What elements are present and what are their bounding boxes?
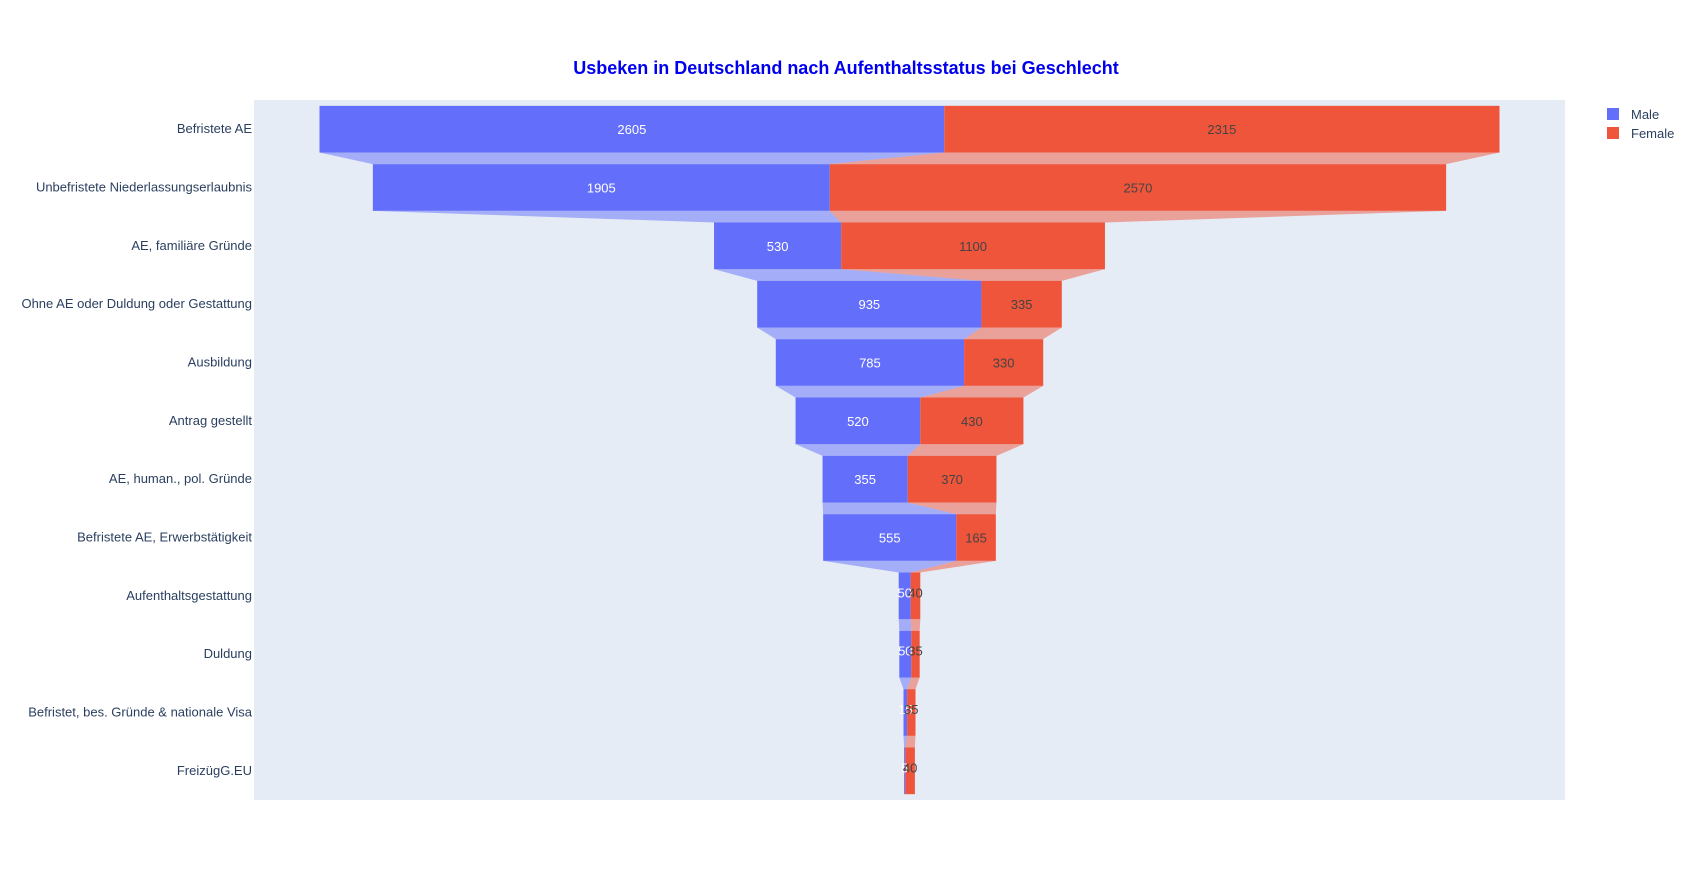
bar-label-male: 15	[898, 702, 912, 717]
bar-label-male: 5	[901, 760, 908, 775]
bar-male[interactable]	[795, 397, 921, 445]
bar-label-female: 165	[965, 530, 987, 545]
connector-male	[714, 269, 982, 281]
category-label: Befristet, bes. Gründe & nationale Visa	[28, 705, 253, 720]
bar-label-male: 2605	[617, 122, 646, 137]
connector-male	[903, 735, 908, 748]
connector-male	[899, 677, 912, 690]
connector-female	[907, 502, 997, 515]
bar-label-female: 1100	[959, 239, 987, 254]
legend-swatch[interactable]	[1607, 108, 1619, 120]
category-label: Antrag gestellt	[169, 413, 252, 428]
bar-female[interactable]	[907, 689, 916, 736]
connector-female	[905, 735, 916, 748]
connector-female	[920, 385, 1044, 398]
connector-female	[910, 560, 996, 573]
connector-female	[829, 152, 1500, 165]
bar-label-male: 50	[898, 644, 912, 659]
bar-female[interactable]	[905, 747, 915, 795]
bar-male[interactable]	[822, 455, 908, 503]
bar-label-female: 40	[908, 585, 922, 600]
connector-female	[829, 210, 1447, 223]
connector-male	[372, 210, 842, 223]
bar-label-male: 530	[767, 239, 789, 254]
bar-female[interactable]	[956, 514, 996, 561]
chart-title: Usbeken in Deutschland nach Aufenthaltss…	[573, 58, 1118, 78]
legend-swatch[interactable]	[1607, 127, 1619, 139]
bar-male[interactable]	[775, 339, 965, 386]
category-label: Ohne AE oder Duldung oder Gestattung	[21, 296, 252, 311]
category-label: Befristete AE	[177, 121, 252, 136]
category-label: Befristete AE, Erwerbstätigkeit	[77, 530, 252, 545]
bar-label-male: 785	[859, 355, 881, 370]
bar-label-female: 335	[1011, 297, 1033, 312]
funnel-bars	[319, 105, 1500, 795]
bar-value-labels: 2605 2315 1905 2570 530 1100 935 335 785 330 520 43…	[587, 122, 1237, 775]
bar-male[interactable]	[823, 514, 957, 561]
legend[interactable]: Male Female	[1607, 107, 1674, 141]
connector-male	[775, 385, 965, 398]
category-label: Duldung	[204, 646, 252, 661]
bar-male[interactable]	[319, 105, 945, 153]
bar-female[interactable]	[964, 339, 1044, 386]
connector-male	[823, 560, 957, 573]
bar-female[interactable]	[920, 397, 1024, 445]
connector-female	[910, 619, 921, 631]
connector-female	[907, 677, 920, 690]
connector-male	[795, 444, 921, 456]
category-label: Unbefristete Niederlassungserlaubnis	[36, 180, 253, 195]
category-labels: Befristete AE Unbefristete Niederlassungs…	[21, 121, 252, 778]
bar-label-male: 935	[858, 297, 880, 312]
bar-label-male: 555	[879, 530, 901, 545]
bar-female[interactable]	[981, 280, 1062, 328]
connector-male	[757, 327, 982, 340]
bar-male[interactable]	[757, 280, 982, 328]
bar-label-female: 35	[904, 702, 918, 717]
category-label: FreizügG.EU	[177, 763, 252, 778]
bar-female[interactable]	[841, 222, 1105, 270]
bar-female[interactable]	[829, 164, 1447, 211]
category-label: AE, familiäre Gründe	[131, 238, 252, 253]
connector-male	[319, 152, 945, 165]
bar-label-male: 355	[854, 472, 876, 487]
bar-male[interactable]	[714, 222, 842, 270]
bar-male[interactable]	[899, 630, 912, 678]
bar-male[interactable]	[898, 572, 911, 620]
bar-label-female: 40	[903, 760, 917, 775]
bar-label-female: 430	[961, 414, 983, 429]
bar-female[interactable]	[944, 105, 1500, 153]
connector-female	[907, 444, 1024, 456]
connector-male	[822, 502, 957, 515]
bar-male[interactable]	[903, 689, 908, 736]
legend-label[interactable]: Female	[1631, 126, 1674, 141]
connector-female	[841, 269, 1105, 281]
connector-female	[964, 327, 1062, 340]
bar-label-female: 370	[941, 472, 963, 487]
bar-male[interactable]	[372, 164, 830, 211]
bar-female[interactable]	[910, 572, 921, 620]
category-label: Ausbildung	[188, 355, 252, 370]
connector-male	[898, 619, 912, 631]
bar-label-female: 2315	[1207, 122, 1236, 137]
bar-female[interactable]	[907, 455, 997, 503]
legend-label[interactable]: Male	[1631, 107, 1659, 122]
bar-male[interactable]	[904, 747, 906, 795]
bar-label-male: 520	[847, 414, 869, 429]
bar-label-female: 330	[993, 355, 1015, 370]
bar-female[interactable]	[911, 630, 920, 678]
category-label: Aufenthaltsgestattung	[126, 588, 252, 603]
funnel-connectors	[319, 152, 1500, 748]
bar-label-female: 2570	[1123, 180, 1152, 195]
bar-label-male: 1905	[587, 180, 616, 195]
bar-label-female: 35	[908, 644, 922, 659]
bar-label-male: 50	[897, 585, 911, 600]
category-label: AE, human., pol. Gründe	[109, 471, 252, 486]
